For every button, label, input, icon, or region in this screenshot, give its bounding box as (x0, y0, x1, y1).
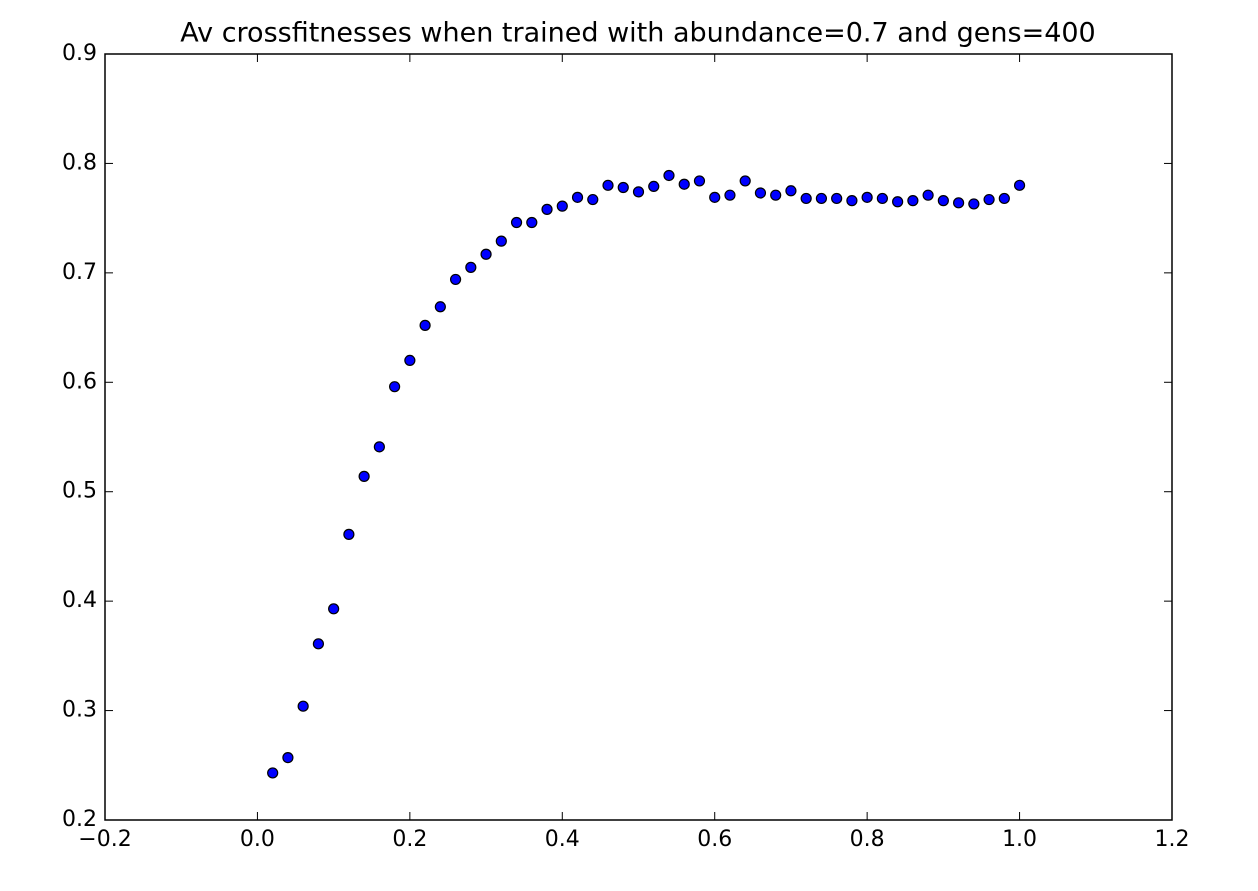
plot-frame (104, 53, 1173, 821)
point (846, 195, 858, 207)
point (556, 200, 568, 212)
point (434, 301, 446, 313)
x-tick-label: 1.0 (1002, 827, 1037, 852)
point (297, 700, 309, 712)
point (465, 261, 477, 273)
point (1013, 179, 1026, 191)
point (998, 192, 1010, 205)
x-tick-label: 0.0 (240, 827, 275, 852)
point (358, 470, 370, 482)
point (907, 195, 919, 207)
point (785, 185, 797, 197)
point (815, 192, 828, 205)
x-tick-label: −0.2 (78, 827, 131, 852)
point (892, 196, 904, 208)
point (876, 192, 888, 205)
y-tick-label: 0.3 (62, 698, 97, 723)
point (328, 603, 340, 615)
point (602, 179, 614, 191)
point (983, 193, 995, 206)
y-tick-label: 0.7 (62, 260, 97, 285)
point (648, 180, 660, 193)
point (861, 191, 873, 203)
point (449, 273, 462, 286)
point (267, 767, 279, 779)
point (678, 178, 690, 190)
point (968, 198, 980, 210)
point (709, 191, 721, 203)
point (739, 175, 751, 187)
point (663, 169, 675, 182)
y-tick-label: 0.2 (62, 807, 97, 832)
point (389, 381, 401, 393)
point (495, 235, 507, 247)
point (952, 197, 965, 209)
point (282, 752, 294, 764)
point (632, 186, 645, 198)
y-tick-label: 0.8 (62, 150, 97, 175)
x-tick-label: 1.2 (1155, 827, 1190, 852)
point (373, 441, 385, 453)
point (831, 192, 843, 205)
y-tick-label: 0.4 (62, 588, 97, 613)
point (343, 528, 355, 540)
point (754, 187, 767, 199)
point (404, 354, 416, 366)
chart-title: Av crossfitnesses when trained with abun… (180, 18, 1095, 49)
point (800, 192, 812, 205)
point (312, 638, 324, 650)
point (571, 191, 584, 203)
y-tick-label: 0.5 (62, 479, 97, 504)
x-tick-label: 0.6 (697, 827, 732, 852)
point (510, 216, 523, 229)
y-tick-label: 0.9 (62, 41, 97, 66)
point (587, 193, 599, 206)
point (419, 319, 431, 331)
x-tick-label: 0.4 (545, 827, 580, 852)
point (480, 248, 492, 260)
point (617, 181, 629, 194)
point (724, 189, 736, 201)
point (541, 203, 553, 215)
point (526, 216, 538, 229)
x-tick-label: 0.8 (850, 827, 885, 852)
y-tick-label: 0.6 (62, 369, 97, 394)
point (922, 189, 934, 201)
point (937, 195, 949, 207)
x-tick-label: 0.2 (392, 827, 427, 852)
point (693, 175, 706, 187)
point (770, 189, 782, 201)
